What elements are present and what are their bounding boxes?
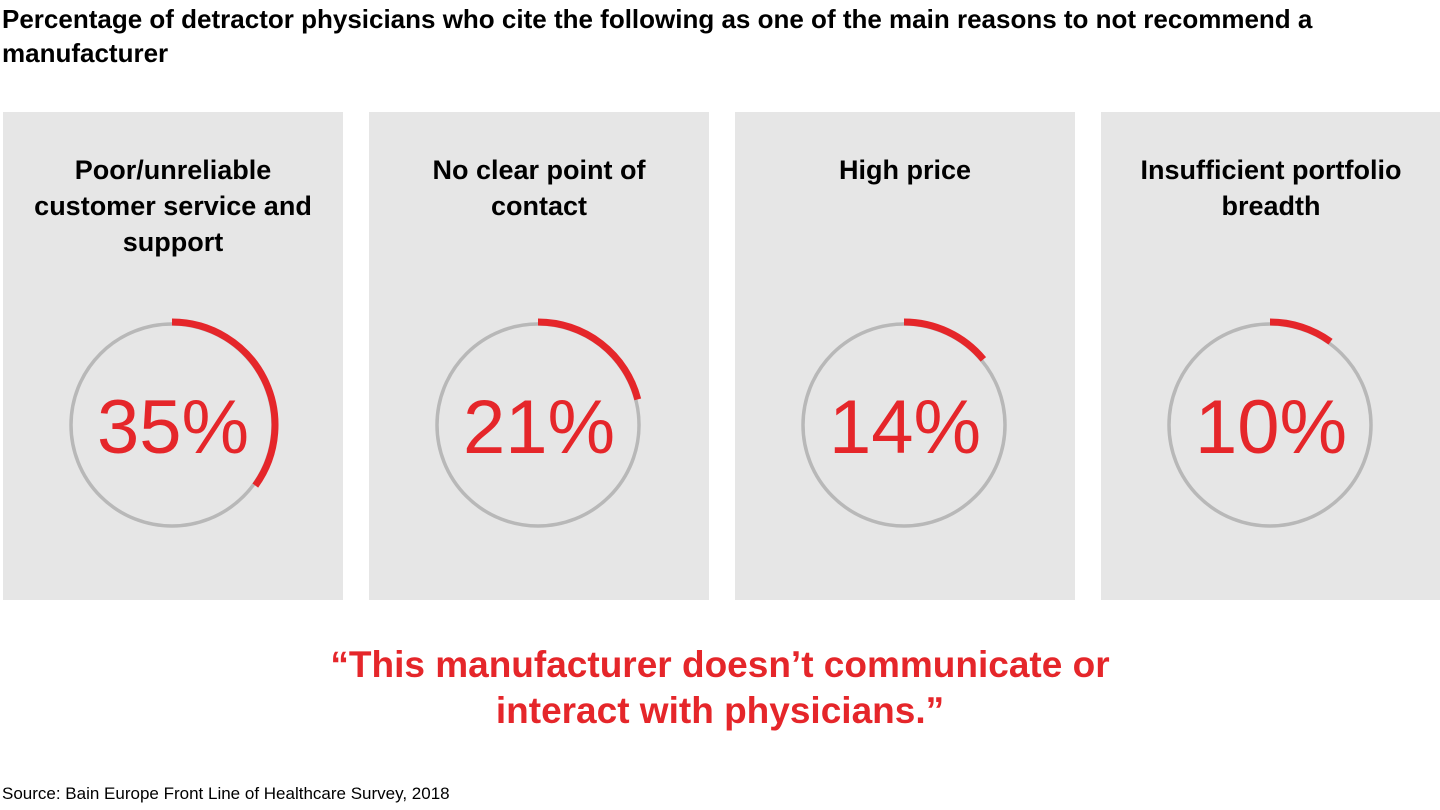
panel-3: High price 14% — [735, 112, 1075, 600]
panel-4: Insufficient portfolio breadth 10% — [1101, 112, 1440, 600]
value-label: 35% — [96, 385, 250, 470]
progress-ring — [69, 318, 279, 528]
panel-2: No clear point of contact 21% — [369, 112, 709, 600]
category-label: No clear point of contact — [432, 155, 646, 221]
ring-value-arc — [1269, 318, 1333, 345]
chart-title: Percentage of detractor physicians who c… — [2, 4, 1313, 68]
ring-value-arc — [537, 318, 642, 401]
progress-ring — [435, 318, 642, 528]
category-label: Poor/unreliable customer service and sup… — [34, 155, 312, 257]
ring-value-arc — [171, 318, 279, 488]
source-note: Source: Bain Europe Front Line of Health… — [2, 784, 450, 803]
ring-value-arc — [903, 318, 987, 362]
progress-ring — [1167, 318, 1373, 528]
value-label: 21% — [462, 385, 616, 470]
value-label: 10% — [1194, 385, 1348, 470]
value-label: 14% — [828, 385, 982, 470]
category-label: Insufficient portfolio breadth — [1140, 155, 1402, 221]
panel-1: Poor/unreliable customer service and sup… — [3, 112, 343, 600]
progress-ring — [801, 318, 1007, 528]
quote: “This manufacturer doesn’t communicate o… — [330, 644, 1110, 731]
category-label: High price — [838, 155, 972, 185]
